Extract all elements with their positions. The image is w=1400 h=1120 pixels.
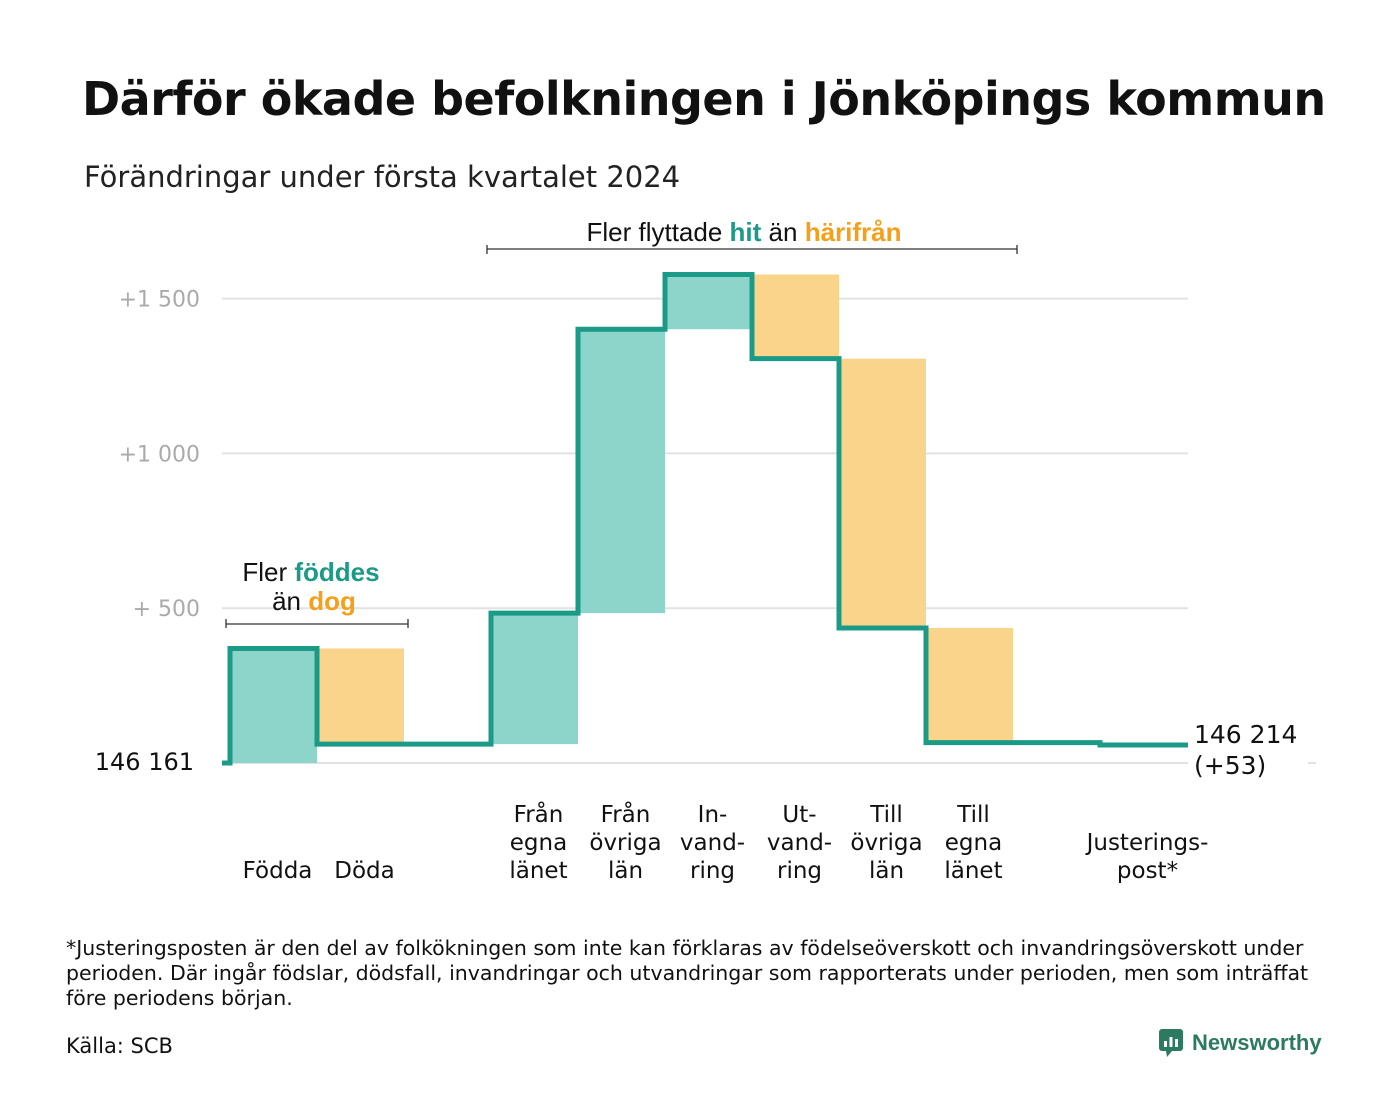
annotation-births-line2-part-0: än [272, 586, 308, 616]
category-label-7-1: övriga [850, 830, 922, 856]
annotation-migration-part-0: Fler flyttade [586, 217, 729, 247]
bar-1 [317, 648, 404, 745]
annotation-births-bracket [225, 619, 409, 628]
source-note: Källa: SCB [66, 1034, 173, 1058]
category-label-6-0: Ut- [782, 802, 816, 828]
bar-5 [665, 274, 752, 330]
annotation-migration-part-1: hit [730, 217, 762, 247]
category-label-8-1: egna [945, 830, 1002, 856]
bar-3 [491, 613, 578, 745]
category-label-0-0: Födda [243, 858, 313, 884]
category-label-7-2: län [869, 858, 904, 884]
category-label-3-1: egna [510, 830, 567, 856]
category-label-1-0: Döda [334, 858, 394, 884]
category-label-6-1: vand- [767, 830, 832, 856]
category-label-8-2: länet [944, 858, 1002, 884]
end-value-label-1: (+53) [1194, 751, 1266, 780]
chart-subtitle: Förändringar under första kvartalet 2024 [84, 160, 681, 194]
bar-0 [230, 648, 317, 763]
bar-7 [839, 358, 926, 629]
category-label-5-1: vand- [680, 830, 745, 856]
category-label-7-0: Till [869, 802, 903, 828]
category-label-3-0: Från [514, 800, 564, 828]
category-label-4-1: övriga [589, 830, 661, 856]
annotation-births-line1-part-1: föddes [294, 557, 379, 587]
category-label-5-0: In- [698, 802, 728, 828]
y-tick-label-2: +1 500 [119, 288, 200, 313]
end-value-label-0: 146 214 [1194, 720, 1297, 749]
annotation-births-line1: Fler föddes [242, 557, 379, 587]
category-label-8-0: Till [956, 802, 990, 828]
annotation-migration-part-3: härifrån [805, 217, 902, 247]
annotation-births-line2-part-1: dog [308, 586, 356, 616]
category-label-4-2: län [608, 858, 643, 884]
annotation-births-line1-part-0: Fler [242, 557, 294, 587]
annotation-migration-part-2: än [761, 217, 804, 247]
bar-8 [926, 628, 1013, 743]
category-label-3-2: länet [509, 858, 567, 884]
annotation-births-line2: än dog [272, 586, 356, 616]
category-label-10-0: Justerings- [1085, 830, 1209, 856]
annotation-migration: Fler flyttade hit än härifrån [586, 217, 901, 247]
start-value-label: 146 161 [95, 748, 194, 776]
brand-name: Newsworthy [1192, 1030, 1322, 1055]
chart-title: Därför ökade befolkningen i Jönköpings k… [82, 72, 1326, 126]
category-label-5-2: ring [690, 858, 735, 884]
newsworthy-logo-icon [1159, 1029, 1183, 1057]
footnote: *Justeringsposten är den del av folkökni… [66, 936, 1309, 1010]
y-tick-label-0: + 500 [133, 597, 200, 622]
cumulative-step-line [222, 271, 1188, 766]
brand-logo: Newsworthy [1158, 1028, 1322, 1058]
bar-4 [578, 329, 665, 614]
bar-6 [752, 274, 839, 359]
y-tick-label-1: +1 000 [119, 442, 200, 467]
category-label-4-0: Från [601, 800, 651, 828]
annotation-migration-bracket [486, 245, 1018, 254]
category-label-6-2: ring [777, 858, 822, 884]
category-label-10-1: post* [1117, 858, 1178, 884]
